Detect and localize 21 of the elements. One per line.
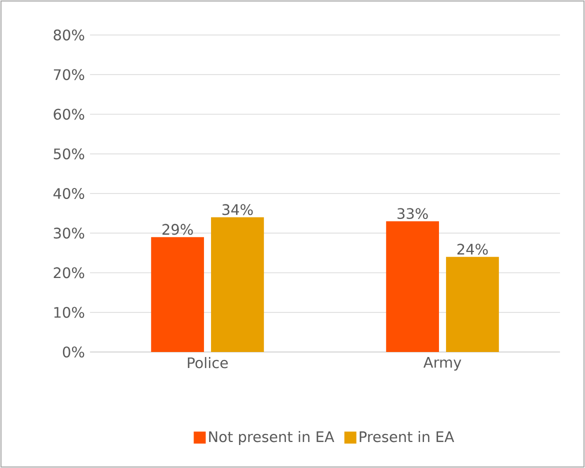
- bar: [446, 256, 499, 352]
- data-label: 33%: [398, 208, 428, 220]
- y-tick-label: 50%: [54, 148, 84, 160]
- data-label: 29%: [162, 224, 193, 235]
- bar: [386, 221, 439, 352]
- y-tick-label: 70%: [54, 69, 84, 80]
- legend-label: Not present in EA: [209, 430, 334, 446]
- y-tick-label: 40%: [53, 188, 84, 199]
- y-tick-label: 20%: [54, 267, 84, 278]
- x-tick-label: Police: [188, 357, 228, 368]
- y-tick-label: 10%: [54, 306, 84, 318]
- y-tick-label: 30%: [54, 228, 84, 239]
- y-tick-label: 0%: [62, 346, 84, 358]
- x-tick-label: Army: [423, 357, 462, 371]
- legend-label: Present in EA: [360, 430, 454, 442]
- bar: [151, 237, 204, 352]
- data-label: 34%: [222, 204, 253, 216]
- y-tick-label: 60%: [54, 108, 84, 120]
- bar: [211, 217, 264, 352]
- y-tick-label: 80%: [54, 30, 84, 40]
- data-label: 24%: [457, 244, 488, 255]
